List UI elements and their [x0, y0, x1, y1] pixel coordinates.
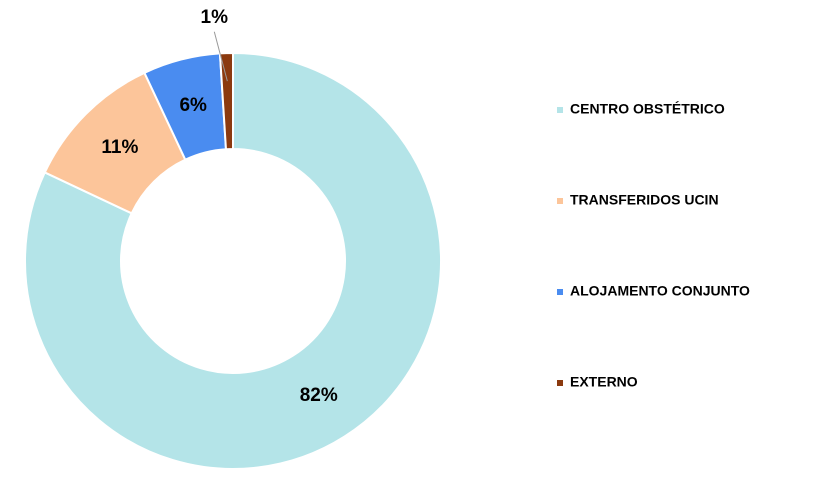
legend-label: EXTERNO	[570, 374, 638, 390]
legend-label: TRANSFERIDOS UCIN	[570, 192, 719, 208]
leader-line	[213, 31, 228, 82]
legend-label: ALOJAMENTO CONJUNTO	[570, 283, 750, 299]
legend-swatch	[557, 198, 563, 204]
data-label: 6%	[179, 95, 207, 116]
slice	[24, 51, 442, 470]
legend-swatch	[557, 107, 563, 113]
data-label: 82%	[300, 385, 338, 406]
slice	[218, 51, 234, 151]
data-label: 1%	[201, 7, 229, 28]
data-label: 11%	[101, 137, 138, 158]
legend-swatch	[557, 289, 563, 295]
legend-swatch	[557, 380, 563, 386]
legend-label: CENTRO OBSTÉTRICO	[570, 101, 725, 117]
